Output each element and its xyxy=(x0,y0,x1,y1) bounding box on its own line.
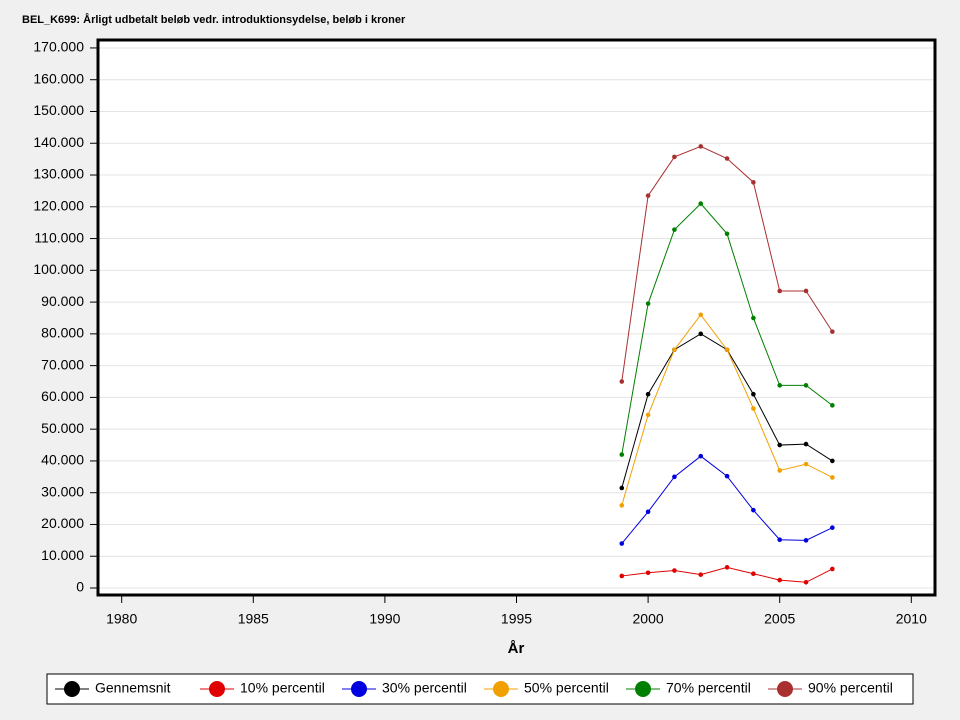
data-point xyxy=(830,525,835,530)
data-point xyxy=(751,315,756,321)
data-point xyxy=(619,379,625,384)
x-tick-label: 2010 xyxy=(896,611,927,627)
legend-marker xyxy=(635,681,651,697)
y-tick-label: 140.000 xyxy=(33,134,84,150)
data-point xyxy=(803,461,809,467)
x-tick-label: 1980 xyxy=(106,611,137,627)
x-tick-label: 2005 xyxy=(764,611,795,627)
data-point xyxy=(698,312,704,318)
data-point xyxy=(724,156,730,161)
legend-marker xyxy=(493,681,509,697)
y-tick-label: 50.000 xyxy=(41,420,84,436)
legend-label: 30% percentil xyxy=(382,680,467,696)
data-point xyxy=(698,572,704,577)
legend: Gennemsnit 10% percentil 30% percentil 50% … xyxy=(55,680,893,697)
data-point xyxy=(645,301,651,306)
y-tick-label: 120.000 xyxy=(33,197,84,213)
x-tick-label: 1990 xyxy=(369,611,400,627)
data-point xyxy=(645,570,651,576)
data-point xyxy=(751,391,756,397)
data-point xyxy=(619,452,625,457)
legend-marker xyxy=(64,681,80,697)
data-point xyxy=(698,453,704,459)
data-point xyxy=(645,412,651,418)
x-tick-label: 1985 xyxy=(238,611,269,627)
y-tick-label: 170.000 xyxy=(33,39,84,55)
y-tick-label: 40.000 xyxy=(41,452,84,468)
data-point xyxy=(619,573,625,579)
legend-label: 10% percentil xyxy=(240,680,325,696)
x-axis-label: År xyxy=(508,640,525,657)
plot-area xyxy=(98,40,935,595)
y-tick-label: 150.000 xyxy=(33,102,84,118)
legend-label: Gennemsnit xyxy=(95,680,171,696)
legend-marker xyxy=(209,681,225,697)
data-point xyxy=(803,579,809,585)
data-point xyxy=(751,406,756,411)
grid xyxy=(98,47,935,589)
data-point xyxy=(724,347,730,353)
data-point xyxy=(777,577,783,583)
data-point xyxy=(619,541,625,546)
y-tick-label: 110.000 xyxy=(34,229,84,245)
y-tick-label: 10.000 xyxy=(41,547,84,563)
data-point xyxy=(830,566,835,572)
data-point xyxy=(777,383,783,388)
data-point xyxy=(777,468,783,473)
data-point xyxy=(803,383,809,388)
data-point xyxy=(698,144,704,149)
legend-marker xyxy=(351,681,367,697)
data-point xyxy=(645,391,651,397)
y-tick-label: 30.000 xyxy=(41,483,84,499)
y-tick-label: 100.000 xyxy=(33,261,84,277)
data-point xyxy=(830,329,835,334)
data-point xyxy=(672,154,677,160)
data-point xyxy=(777,288,783,294)
data-point xyxy=(645,509,651,515)
chart-title: BEL_K699: Årligt udbetalt beløb vedr. in… xyxy=(22,13,406,26)
legend-marker xyxy=(777,681,793,697)
data-point xyxy=(645,193,651,198)
y-tick-label: 90.000 xyxy=(41,293,84,309)
legend-label: 70% percentil xyxy=(666,680,751,696)
legend-label: 90% percentil xyxy=(808,680,893,696)
data-point xyxy=(698,331,704,337)
data-point xyxy=(751,507,756,513)
data-point xyxy=(724,565,730,570)
data-point xyxy=(777,537,783,543)
data-point xyxy=(803,538,809,543)
data-point xyxy=(803,441,809,447)
data-point xyxy=(830,403,835,408)
y-tick-label: 0 xyxy=(76,579,84,595)
data-point xyxy=(672,227,677,232)
data-point xyxy=(672,347,677,353)
data-point xyxy=(751,571,756,577)
data-point xyxy=(619,503,625,508)
data-point xyxy=(672,474,677,480)
legend-box xyxy=(46,673,914,705)
data-point xyxy=(830,458,835,464)
y-tick-label: 80.000 xyxy=(41,325,84,341)
data-point xyxy=(672,568,677,573)
data-point xyxy=(751,180,756,185)
y-tick-label: 160.000 xyxy=(33,70,84,86)
data-point xyxy=(698,201,704,206)
y-tick-label: 60.000 xyxy=(41,388,84,404)
data-point xyxy=(777,442,783,448)
data-point xyxy=(724,473,730,479)
y-tick-label: 70.000 xyxy=(41,356,84,372)
series-layer xyxy=(619,144,835,585)
data-point xyxy=(803,288,809,294)
y-tick-label: 20.000 xyxy=(41,515,84,531)
data-point xyxy=(619,485,625,491)
data-point xyxy=(724,231,730,237)
y-tick-label: 130.000 xyxy=(33,166,84,182)
legend-label: 50% percentil xyxy=(524,680,609,696)
x-tick-label: 2000 xyxy=(633,611,664,627)
x-tick-label: 1995 xyxy=(501,611,532,627)
data-point xyxy=(830,475,835,480)
